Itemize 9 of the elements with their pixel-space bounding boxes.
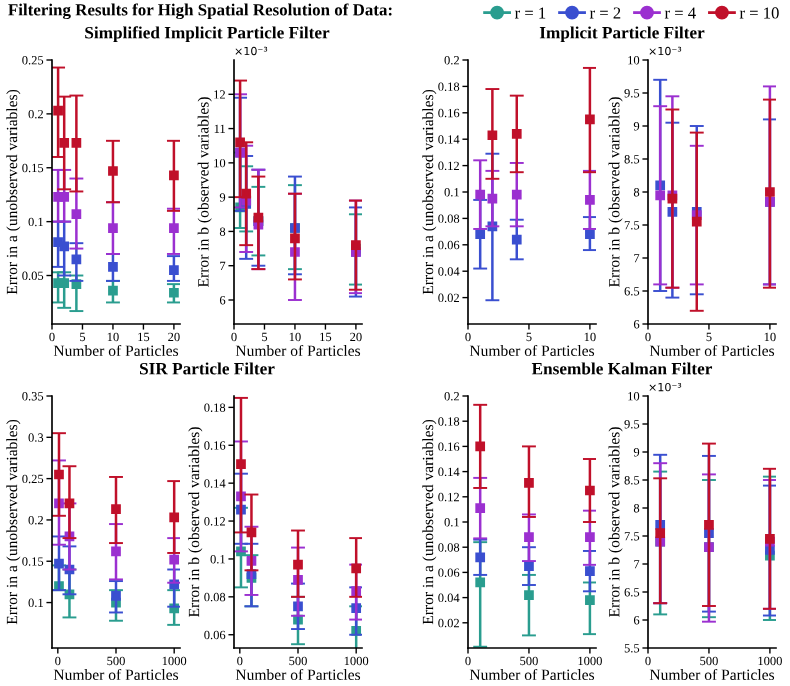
chart-title: SIR Particle Filter (140, 362, 275, 375)
chart-title: Simplified Implicit Particle Filter (85, 26, 330, 42)
legend-label: r = 4 (664, 7, 696, 19)
legend-label: r = 2 (589, 7, 621, 19)
text: Filtering Results for High Spatial Resolution of Data: (8, 3, 392, 20)
legend-label: r = 10 (739, 7, 779, 19)
chart-title: Implicit Particle Filter (539, 26, 705, 42)
legend-label: r = 1 (514, 7, 546, 19)
chart-title: Ensemble Kalman Filter (531, 362, 713, 375)
